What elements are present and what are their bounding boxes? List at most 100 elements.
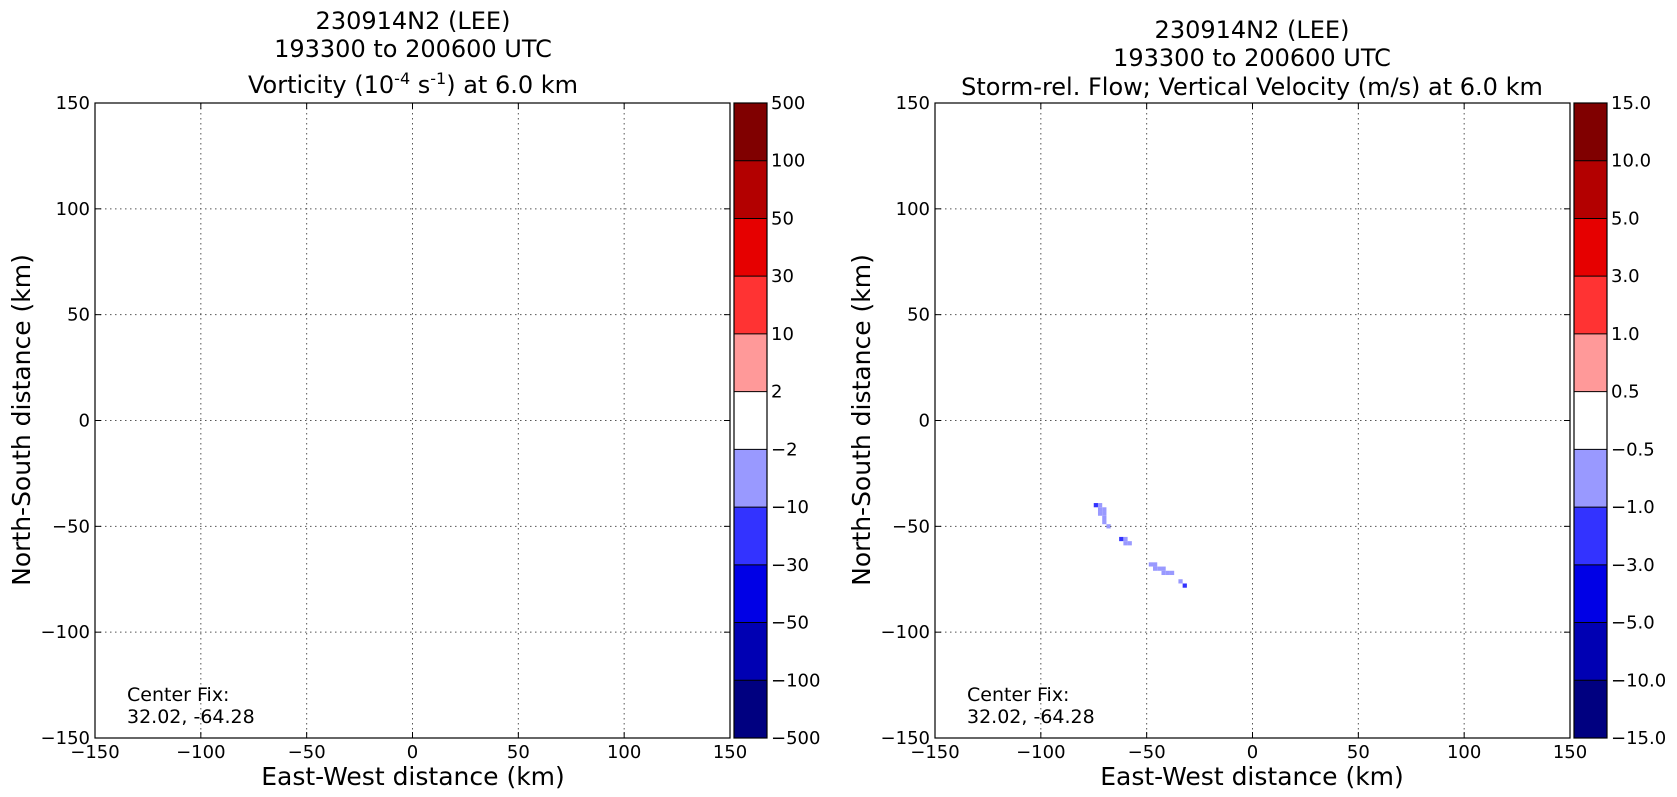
y-tick-label: 150 [896,93,930,114]
colorbar-segment [1574,333,1607,392]
y-ticks: −150 −100 −50 0 50 100 150 [881,93,1570,749]
center-fix-value: 32.02, -64.28 [127,706,255,728]
y-tick-label: 0 [79,411,90,432]
colorbar-tick-label: 15.0 [1611,93,1651,114]
title-field-mid: s [410,71,430,99]
vorticity-panel: 230914N2 (LEE) 193300 to 200600 UTC Vort… [7,7,820,791]
colorbar-segment [734,507,767,565]
x-tick-label: 50 [1347,742,1370,763]
y-tick-label: 50 [67,305,90,326]
y-tick-label: −50 [52,516,90,537]
x-axis-label: East-West distance (km) [1100,762,1404,791]
colorbar: −500 −100 −50 −30 −10 −2 2 10 30 50 100 500 [733,93,820,749]
colorbar-segment [734,680,767,738]
title-field-pre: Vorticity (10 [248,71,394,99]
data-cell [1102,515,1107,520]
data-cell [1102,511,1107,516]
colorbar-segment [734,449,767,508]
x-tick-label: 0 [1247,742,1258,763]
x-tick-label: 150 [1553,742,1587,763]
x-tick-label: 150 [713,742,747,763]
colorbar-tick-label: −100 [771,670,820,691]
colorbar: −15.0 −10.0 −5.0 −3.0 −1.0 −0.5 0.5 1.0 3.0 5.0 10… [1573,93,1666,749]
panel-title-line-1: 230914N2 (LEE) [1155,16,1350,44]
data-cell [1102,519,1107,525]
panel-title-line-3: Vorticity (10-4 s-1) at 6.0 km [248,69,578,99]
x-tick-label: −100 [176,742,225,763]
x-tick-label: 50 [507,742,530,763]
colorbar-segment [1574,160,1607,219]
colorbar-tick-label: −50 [771,613,809,634]
title-field-sup-2: -1 [430,69,446,88]
x-tick-label: −50 [1128,742,1166,763]
colorbar-segment [1574,276,1607,334]
panel-title-line-2: 193300 to 200600 UTC [274,35,552,63]
data-cell [1097,511,1103,516]
grid-lines [935,103,1570,738]
colorbar-tick-label: −30 [771,555,809,576]
colorbar-tick-label: −10.0 [1611,670,1666,691]
data-cell [1182,583,1187,588]
colorbar-tick-label: 3.0 [1611,266,1640,287]
colorbar-segment [1574,680,1607,738]
y-tick-label: −50 [892,516,930,537]
data-cell [1148,562,1154,567]
x-ticks: −150 −100 −50 0 50 100 150 [910,103,1587,763]
data-cell [1127,541,1132,546]
data-cell [1153,562,1158,567]
colorbar-segment [1574,622,1607,681]
data-cell [1161,570,1166,576]
colorbar-tick-label: 5.0 [1611,208,1640,229]
x-tick-label: −150 [910,742,959,763]
colorbar-segment [1574,218,1607,277]
data-cell [1153,566,1158,571]
plot-frame [934,102,1571,739]
x-tick-label: −100 [1016,742,1065,763]
colorbar-segment [1574,564,1607,623]
colorbar-tick-label: 10 [771,324,794,345]
x-tick-label: −50 [288,742,326,763]
panel-title-line-3: Storm-rel. Flow; Vertical Velocity (m/s)… [961,73,1543,101]
data-cell [1119,536,1124,542]
colorbar-tick-label: 10.0 [1611,151,1651,172]
colorbar-tick-label: 0.5 [1611,382,1640,403]
colorbar-tick-label: 1.0 [1611,324,1640,345]
colorbar-segment [734,333,767,392]
x-tick-label: −150 [70,742,119,763]
colorbar-tick-label: −3.0 [1611,555,1655,576]
colorbar-segment [734,160,767,219]
data-cell [1157,566,1162,571]
colorbar-tick-label: −500 [771,728,820,749]
colorbar-tick-label: −10 [771,497,809,518]
data-cell [1169,570,1175,576]
panel-title-line-1: 230914N2 (LEE) [316,7,511,35]
x-tick-label: 0 [407,742,418,763]
data-cell [1165,570,1170,576]
data-cell [1106,524,1111,529]
y-ticks: −150 −100 −50 0 50 100 150 [41,93,730,749]
data-cell [1123,541,1128,546]
colorbar-tick-label: −0.5 [1611,439,1655,460]
colorbar-tick-label: 2 [771,382,782,403]
data-cell [1097,503,1103,508]
data-cell [1102,507,1107,512]
colorbar-segment [734,622,767,681]
colorbar-segment [1574,449,1607,508]
colorbar-segment [1574,391,1607,450]
x-axis-label: East-West distance (km) [261,762,565,791]
y-tick-label: −150 [41,728,90,749]
colorbar-segment [734,276,767,334]
grid-lines [95,103,730,738]
x-tick-label: 100 [1447,742,1481,763]
vertical-velocity-panel: 230914N2 (LEE) 193300 to 200600 UTC Stor… [847,16,1666,791]
colorbar-tick-label: 30 [771,266,794,287]
y-tick-label: −100 [881,622,930,643]
y-tick-label: 150 [56,93,90,114]
y-tick-label: 50 [907,305,930,326]
colorbar-frame [733,102,768,739]
title-field-post: ) at 6.0 km [446,71,578,99]
y-tick-label: −150 [881,728,930,749]
colorbar-segment [1574,103,1607,161]
data-cell [1093,503,1098,508]
